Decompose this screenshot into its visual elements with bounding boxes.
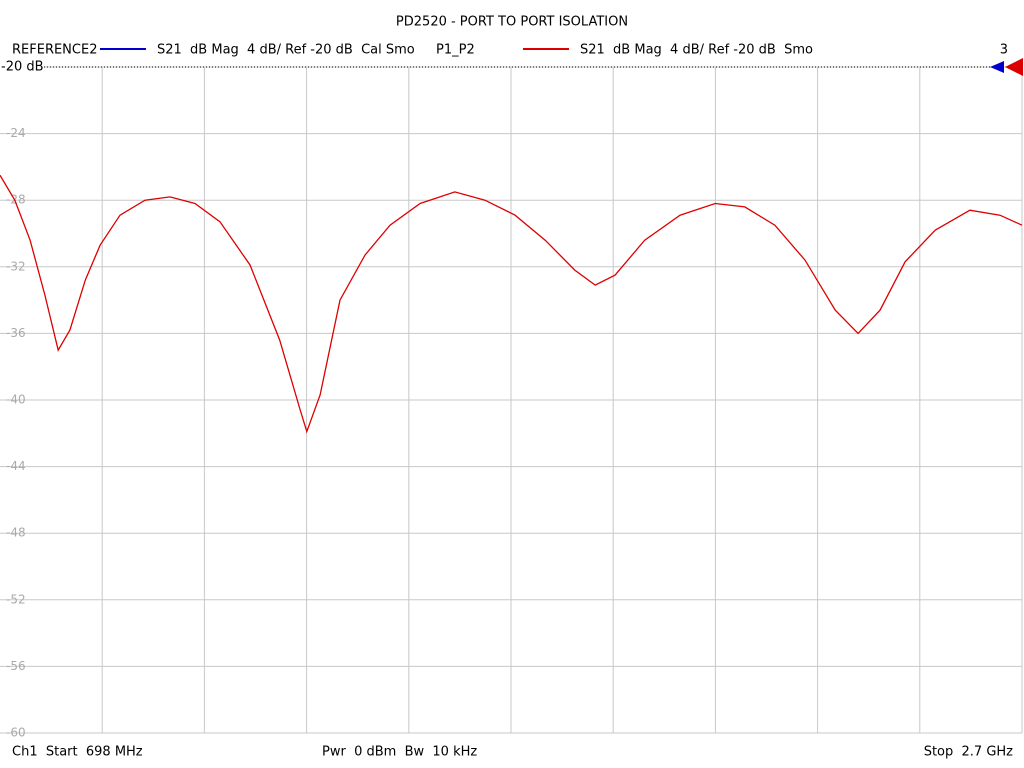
trace xyxy=(0,174,1023,434)
y-tick-label: -48 xyxy=(6,526,26,540)
y-tick-label: -56 xyxy=(6,659,26,673)
y-tick-label: -40 xyxy=(6,393,26,407)
legend-name: REFERENCE2 xyxy=(12,43,97,58)
y-tick-label: -36 xyxy=(6,326,26,340)
legend-label: S21 dB Mag 4 dB/ Ref -20 dB Smo xyxy=(580,43,813,58)
legend-label: S21 dB Mag 4 dB/ Ref -20 dB Cal Smo xyxy=(157,43,415,58)
plot-area: -20-24-28-32-36-40-44-48-52-56-60 xyxy=(0,60,1023,740)
reference-label: -20 dB xyxy=(1,60,44,75)
reference-marker xyxy=(990,61,1004,73)
legend-name: P1_P2 xyxy=(436,43,475,58)
y-tick-label: -24 xyxy=(6,126,26,140)
y-tick-label: -32 xyxy=(6,259,26,273)
reference-bg xyxy=(0,59,44,74)
footer-start: Ch1 Start 698 MHz xyxy=(12,745,143,760)
y-tick-label: -52 xyxy=(6,592,26,606)
channel-number: 3 xyxy=(1000,43,1008,58)
footer-middle: Pwr 0 dBm Bw 10 kHz xyxy=(322,745,477,760)
reference-marker xyxy=(1005,58,1023,76)
footer-stop: Stop 2.7 GHz xyxy=(924,745,1013,760)
chart-title: PD2520 - PORT TO PORT ISOLATION xyxy=(396,15,628,30)
y-tick-label: -44 xyxy=(6,459,26,473)
y-tick-label: -60 xyxy=(6,726,26,740)
y-tick-label: -28 xyxy=(6,193,26,207)
